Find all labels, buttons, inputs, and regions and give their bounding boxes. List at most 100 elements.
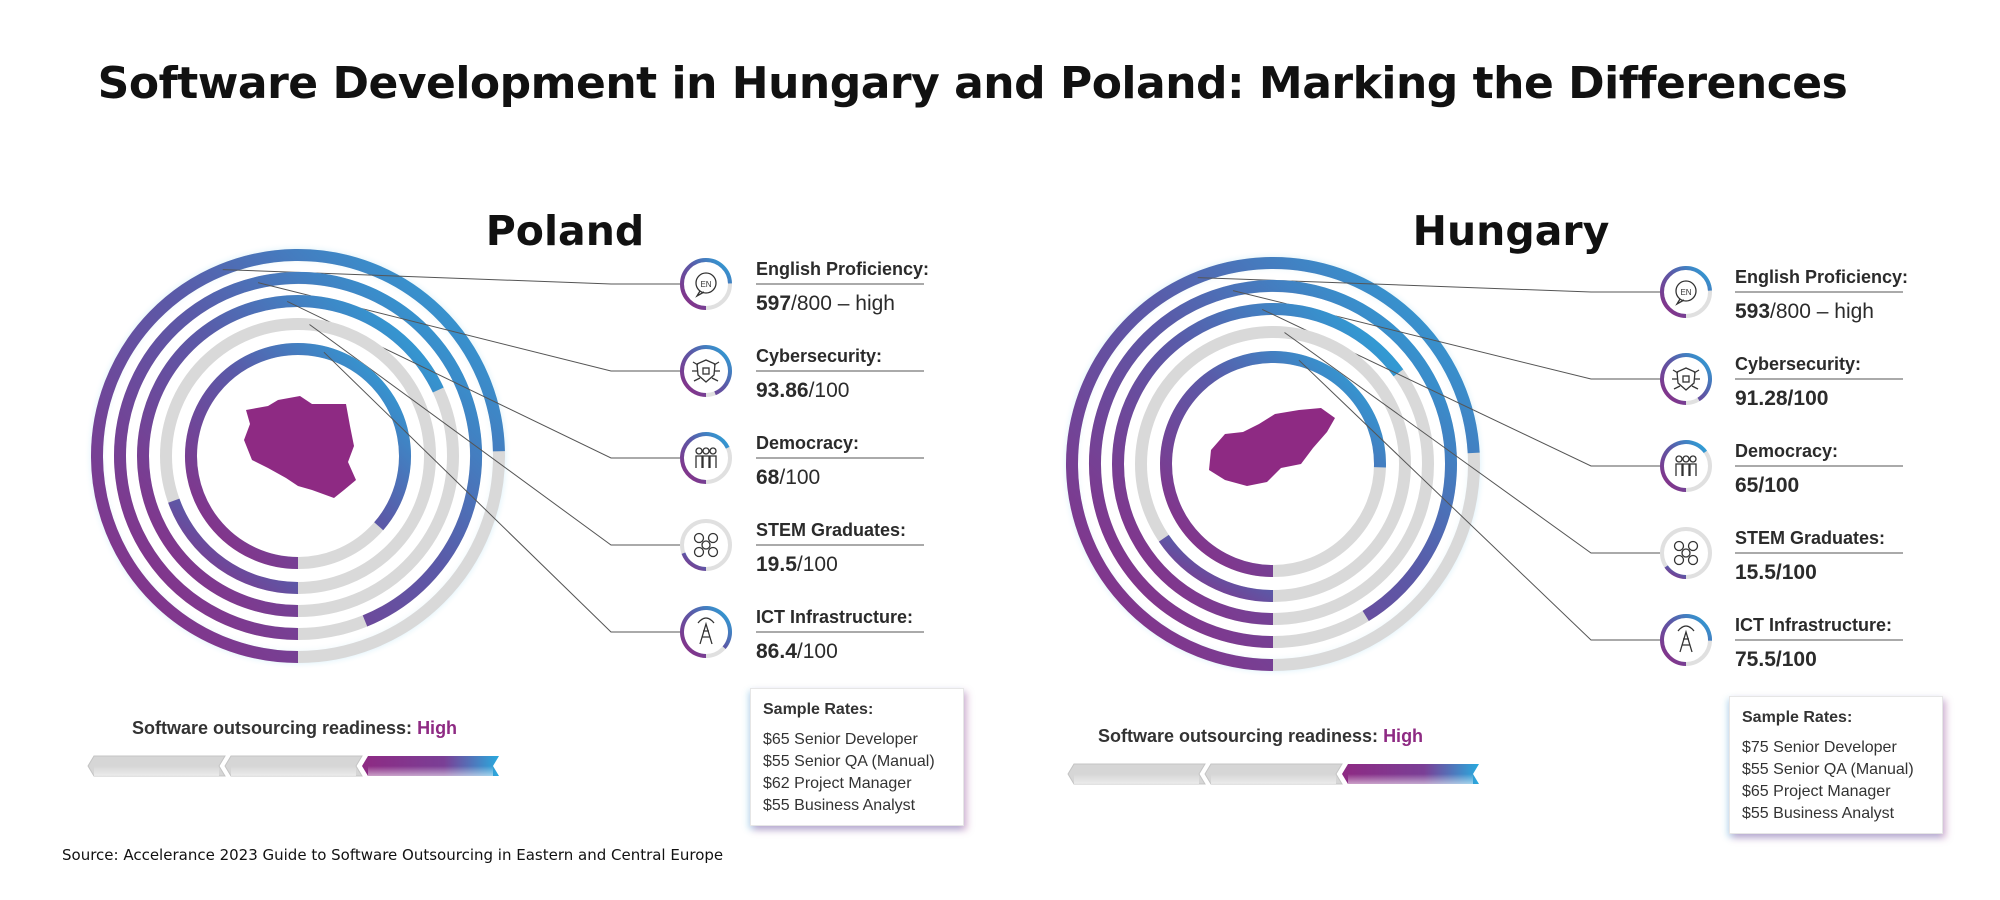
metric-value: 91.28/100 bbox=[1735, 387, 1828, 410]
rate-line: $55 Business Analyst bbox=[1742, 805, 1895, 822]
ring-value-arc bbox=[1089, 280, 1457, 648]
country-name: Poland bbox=[486, 207, 644, 255]
metric-label: STEM Graduates: bbox=[1735, 528, 1885, 548]
metric-value-rest: /100 bbox=[797, 640, 838, 663]
ring-value-arc bbox=[114, 272, 483, 640]
metric-value-strong: 91.28/100 bbox=[1735, 387, 1828, 410]
svg-text:EN: EN bbox=[1680, 288, 1691, 297]
metric-label: Cybersecurity: bbox=[756, 346, 882, 366]
metric-value-rest: /800 – high bbox=[1770, 300, 1874, 323]
stem-icon bbox=[693, 532, 719, 558]
country-map bbox=[1209, 408, 1335, 486]
ict-icon bbox=[1677, 625, 1695, 653]
metric-label: Democracy: bbox=[756, 433, 859, 453]
readiness-label: Software outsourcing readiness: High bbox=[132, 718, 457, 738]
metric-label: ICT Infrastructure: bbox=[1735, 615, 1892, 635]
cybersecurity-icon bbox=[1672, 367, 1700, 391]
rate-line: $55 Senior QA (Manual) bbox=[763, 753, 935, 770]
ict-icon bbox=[697, 617, 715, 645]
readiness-level: High bbox=[1383, 726, 1423, 746]
ring-value-arc bbox=[168, 498, 299, 594]
metric-value: 15.5/100 bbox=[1735, 561, 1817, 584]
icon-badge-arc bbox=[1664, 565, 1687, 579]
icon-badge-arc bbox=[681, 552, 707, 571]
hungary-panel: Hungary EN English Proficiency: 593/800 – h… bbox=[1059, 207, 1908, 785]
icon-badge-arc bbox=[1660, 353, 1712, 405]
metric-value-strong: 15.5/100 bbox=[1735, 561, 1817, 584]
metric-value-strong: 68 bbox=[756, 466, 780, 489]
ring-value-arc bbox=[1158, 534, 1274, 602]
hungary-sample-rates: Sample Rates: $75 Senior Developer $55 S… bbox=[1729, 696, 1943, 834]
democracy-icon bbox=[1675, 455, 1697, 476]
country-name: Hungary bbox=[1413, 207, 1610, 255]
metric-value-rest: /800 – high bbox=[791, 292, 895, 315]
readiness-segment-shade bbox=[231, 766, 356, 776]
cybersecurity-icon bbox=[692, 359, 720, 383]
connector-line bbox=[1261, 308, 1660, 467]
metric-label: English Proficiency: bbox=[756, 259, 929, 279]
metric-value-strong: 75.5/100 bbox=[1735, 648, 1817, 671]
metric-label: English Proficiency: bbox=[1735, 267, 1908, 287]
icon-badge-arc bbox=[680, 432, 730, 484]
metric-value-strong: 19.5 bbox=[756, 553, 797, 576]
english-icon: EN bbox=[695, 272, 717, 298]
metric-value: 65/100 bbox=[1735, 474, 1799, 497]
rates-title: Sample Rates: bbox=[763, 701, 874, 718]
metric-value: 86.4/100 bbox=[756, 640, 838, 663]
rates-title: Sample Rates: bbox=[1742, 709, 1853, 726]
poland-sample-rates: Sample Rates: $65 Senior Developer $55 S… bbox=[750, 688, 964, 826]
ring-value-arc bbox=[1160, 351, 1386, 577]
icon-badge-arc bbox=[680, 606, 732, 658]
icon-badge-arc bbox=[1660, 440, 1708, 492]
rate-line: $55 Senior QA (Manual) bbox=[1742, 761, 1914, 778]
ring-value-arc bbox=[1066, 257, 1480, 671]
connector-line bbox=[257, 282, 680, 372]
metric-label: Cybersecurity: bbox=[1735, 354, 1861, 374]
metric-label: ICT Infrastructure: bbox=[756, 607, 913, 627]
metric-value-strong: 597 bbox=[756, 292, 791, 315]
metric-value: 593/800 – high bbox=[1735, 300, 1874, 323]
metric-value-strong: 593 bbox=[1735, 300, 1770, 323]
page-title: Software Development in Hungary and Pola… bbox=[97, 58, 1848, 109]
rate-line: $62 Project Manager bbox=[763, 775, 912, 792]
metric-value-strong: 65/100 bbox=[1735, 474, 1799, 497]
metric-value-strong: 86.4 bbox=[756, 640, 797, 663]
metric-value-rest: /100 bbox=[797, 553, 838, 576]
readiness-segment-shade bbox=[1211, 774, 1336, 784]
readiness-segment-shade bbox=[94, 766, 219, 776]
connector-line bbox=[1298, 359, 1660, 641]
readiness-segment-shade bbox=[368, 766, 493, 776]
ring-value-arc bbox=[1112, 303, 1404, 625]
icon-badge-arc bbox=[1660, 614, 1712, 666]
connector-line bbox=[309, 324, 680, 546]
readiness-label-text: Software outsourcing readiness: bbox=[132, 718, 417, 738]
metric-value: 93.86/100 bbox=[756, 379, 849, 402]
icon-badge-arc bbox=[1660, 266, 1712, 318]
poland-panel: Poland EN English Proficiency: 597/800 – hi… bbox=[84, 207, 929, 777]
rate-line: $65 Senior Developer bbox=[763, 731, 918, 748]
metric-value: 19.5/100 bbox=[756, 553, 838, 576]
connector-line bbox=[286, 300, 680, 459]
readiness-label: Software outsourcing readiness: High bbox=[1098, 726, 1423, 746]
icon-badge-arc bbox=[680, 258, 732, 310]
rate-line: $75 Senior Developer bbox=[1742, 739, 1897, 756]
metric-value-rest: /100 bbox=[779, 466, 820, 489]
connector-line bbox=[222, 269, 680, 285]
ring-value-arc bbox=[185, 343, 411, 569]
connector-line bbox=[1284, 332, 1660, 554]
rate-line: $65 Project Manager bbox=[1742, 783, 1891, 800]
rate-line: $55 Business Analyst bbox=[763, 797, 916, 814]
metric-value: 597/800 – high bbox=[756, 292, 895, 315]
metric-value: 75.5/100 bbox=[1735, 648, 1817, 671]
connector-line bbox=[1197, 277, 1660, 293]
source-note: Source: Accelerance 2023 Guide to Softwa… bbox=[62, 846, 724, 864]
readiness-segment-shade bbox=[1348, 774, 1473, 784]
connector-line bbox=[323, 351, 680, 633]
metric-value: 68/100 bbox=[756, 466, 820, 489]
ring-value-arc bbox=[91, 249, 505, 663]
readiness-label-text: Software outsourcing readiness: bbox=[1098, 726, 1383, 746]
readiness-level: High bbox=[417, 718, 457, 738]
metric-label: STEM Graduates: bbox=[756, 520, 906, 540]
metric-value-rest: /100 bbox=[809, 379, 850, 402]
